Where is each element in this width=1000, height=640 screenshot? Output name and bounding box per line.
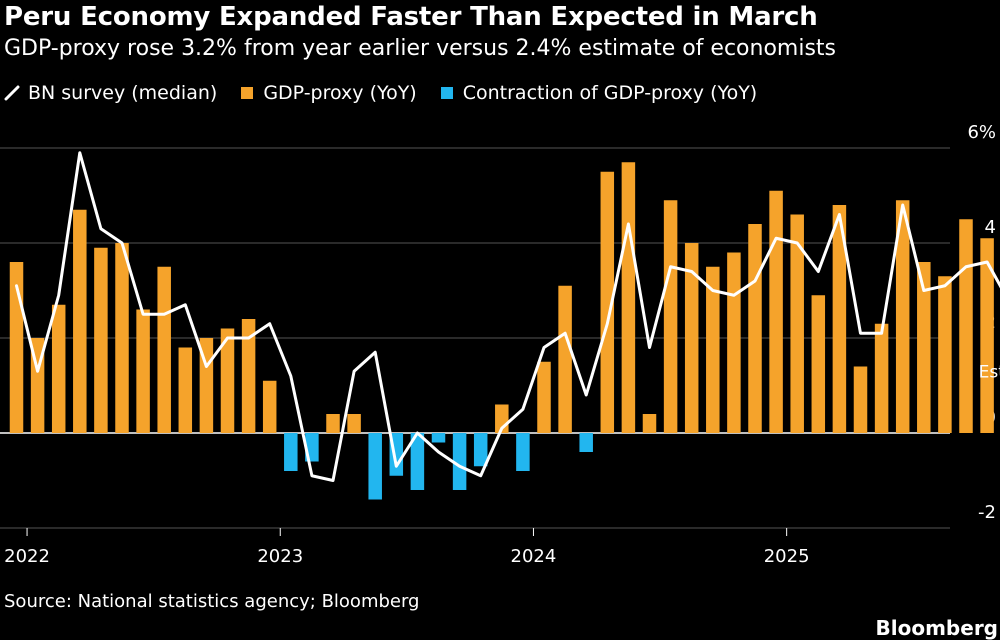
gdp-bar (727, 252, 741, 433)
x-tick-label: 2025 (764, 546, 810, 567)
gdp-bar (115, 243, 129, 433)
annotation-estimate: Est. = 2.4% (979, 362, 1000, 382)
legend-item-gdp: GDP-proxy (YoY) (241, 82, 417, 104)
gdp-bar (663, 200, 678, 433)
legend-item-contraction: Contraction of GDP-proxy (YoY) (440, 82, 758, 104)
gdp-bar (241, 319, 256, 433)
y-tick-label: -2 (978, 502, 996, 523)
gdp-bar (959, 219, 973, 433)
gdp-bar (73, 209, 87, 433)
gdp-bar (684, 243, 699, 433)
contraction-bar (579, 433, 593, 452)
gdp-bar (621, 162, 636, 433)
gdp-bar (537, 361, 551, 433)
gdp-bar (178, 347, 193, 433)
y-tick-label: 6% (967, 122, 996, 143)
gdp-bar (769, 190, 783, 433)
gdp-bar (326, 414, 340, 433)
orange-swatch-icon (241, 87, 254, 99)
gdp-bar (558, 285, 572, 433)
legend-label-gdp: GDP-proxy (YoY) (263, 82, 417, 104)
gdp-bar (157, 266, 171, 433)
gdp-bar (706, 266, 720, 433)
blue-swatch-icon (440, 87, 453, 99)
chart-title: Peru Economy Expanded Faster Than Expect… (4, 2, 818, 32)
line-slash-icon (4, 85, 20, 101)
y-tick-label: 4 (985, 217, 996, 238)
contraction-bar (452, 433, 467, 490)
gdp-bar (980, 238, 994, 433)
chart-subtitle: GDP-proxy rose 3.2% from year earlier ve… (4, 36, 837, 61)
gdp-bar (938, 276, 952, 433)
x-tick-label: 2022 (4, 546, 50, 567)
gdp-bar (811, 295, 826, 433)
contraction-bar (431, 433, 446, 443)
source-note: Source: National statistics agency; Bloo… (4, 591, 420, 612)
gdp-bar (853, 366, 868, 433)
contraction-bar (516, 433, 530, 471)
gdp-bar (917, 262, 931, 433)
gdp-bar (895, 200, 910, 433)
contraction-bar (368, 433, 382, 500)
x-tick-label: 2024 (511, 546, 557, 567)
gdp-bar (790, 214, 804, 433)
survey-line (15, 151, 1000, 482)
gdp-bar (220, 328, 235, 433)
gdp-bar (136, 309, 150, 433)
legend-item-survey: BN survey (median) (4, 82, 217, 104)
contraction-bar (410, 433, 425, 490)
contraction-bar (284, 433, 298, 471)
x-tick-label: 2023 (257, 546, 303, 567)
legend: BN survey (median) GDP-proxy (YoY) Contr… (4, 82, 781, 104)
gdp-bar (347, 414, 361, 433)
gdp-bar (262, 380, 277, 433)
gdp-bar (94, 247, 108, 433)
gdp-bar (51, 304, 66, 433)
gdp-bar (642, 414, 657, 433)
legend-label-survey: BN survey (median) (28, 82, 218, 104)
gdp-bar (874, 323, 889, 433)
gdp-bar (600, 171, 615, 433)
brand-logo: Bloomberg (875, 616, 998, 640)
gdp-bar (748, 224, 762, 433)
gdp-bar (832, 205, 847, 433)
legend-label-contraction: Contraction of GDP-proxy (YoY) (462, 82, 758, 104)
contraction-bar (473, 433, 488, 467)
